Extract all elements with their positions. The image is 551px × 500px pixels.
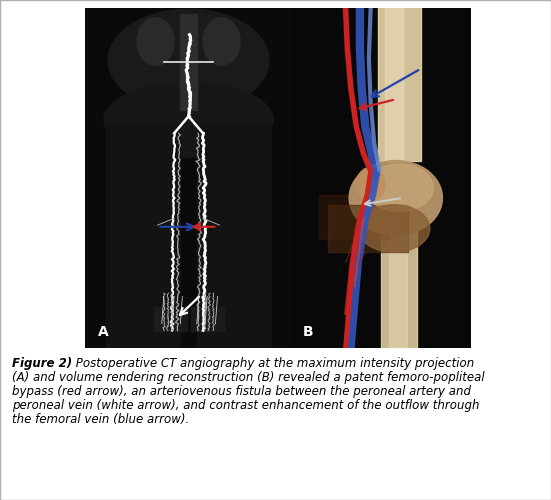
Polygon shape (154, 306, 187, 330)
Polygon shape (318, 194, 391, 238)
Ellipse shape (108, 9, 269, 111)
Text: Figure 2): Figure 2) (12, 358, 72, 370)
Polygon shape (180, 14, 197, 110)
Ellipse shape (104, 82, 273, 157)
Polygon shape (328, 204, 408, 252)
Text: peroneal vein (white arrow), and contrast enhancement of the outflow through: peroneal vein (white arrow), and contras… (12, 399, 479, 412)
Polygon shape (197, 123, 271, 348)
Ellipse shape (365, 164, 434, 212)
Polygon shape (378, 4, 421, 160)
Ellipse shape (137, 18, 174, 66)
Ellipse shape (356, 168, 385, 202)
Polygon shape (388, 228, 407, 348)
Polygon shape (385, 4, 403, 160)
Polygon shape (106, 123, 180, 348)
Text: A: A (98, 325, 109, 339)
Ellipse shape (358, 204, 430, 252)
Polygon shape (191, 306, 224, 330)
Text: (A) and volume rendering reconstruction (B) revealed a patent femoro-popliteal: (A) and volume rendering reconstruction … (12, 372, 485, 384)
Text: bypass (red arrow), an arteriovenous fistula between the peroneal artery and: bypass (red arrow), an arteriovenous fis… (12, 385, 471, 398)
Text: Postoperative CT angiography at the maximum intensity projection: Postoperative CT angiography at the maxi… (72, 358, 474, 370)
Polygon shape (381, 228, 417, 348)
Ellipse shape (203, 18, 240, 66)
Text: the femoral vein (blue arrow).: the femoral vein (blue arrow). (12, 412, 190, 426)
Ellipse shape (349, 160, 442, 236)
Text: B: B (302, 325, 313, 339)
